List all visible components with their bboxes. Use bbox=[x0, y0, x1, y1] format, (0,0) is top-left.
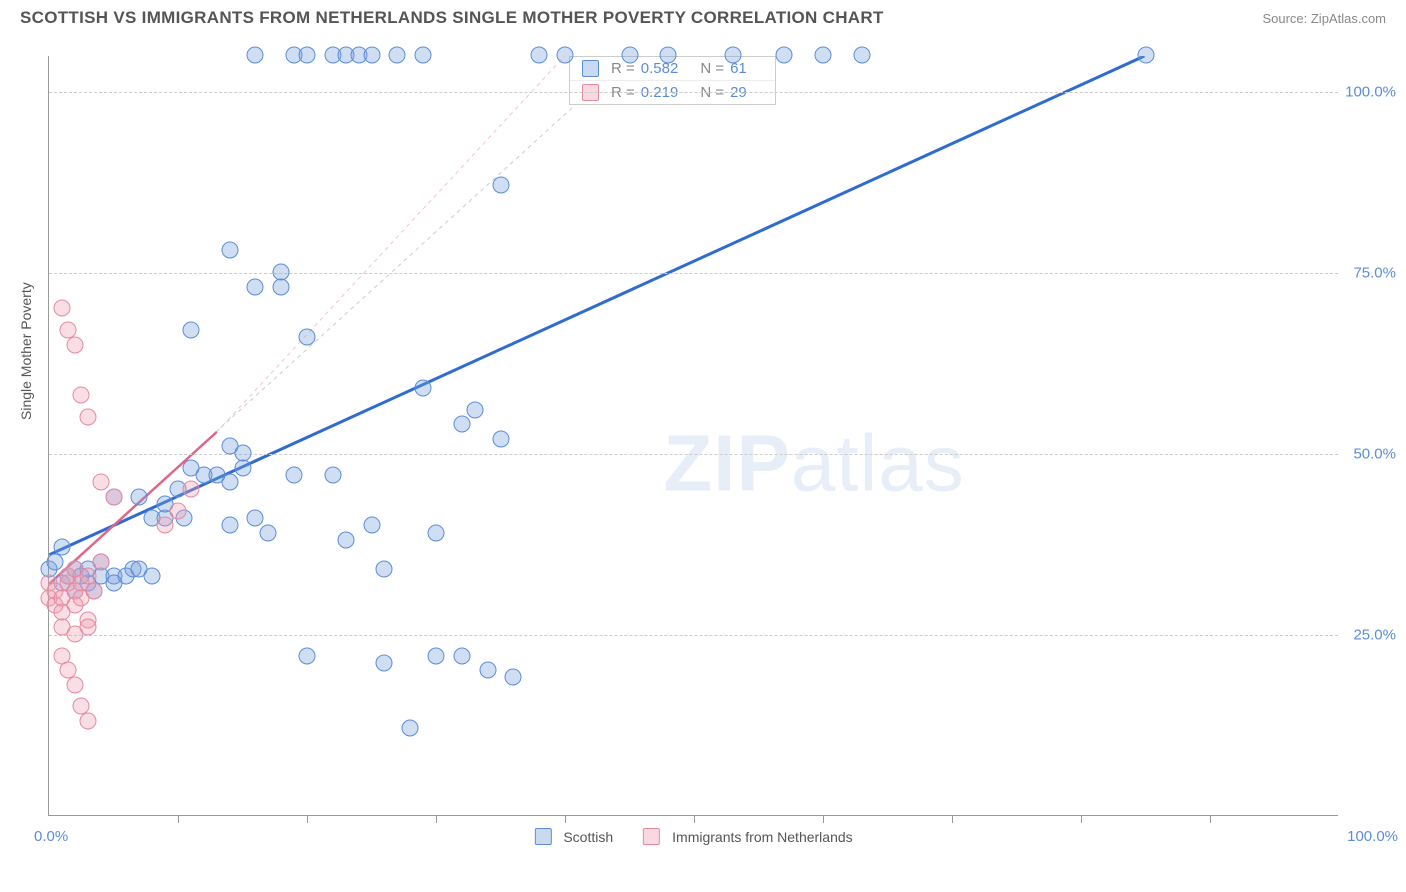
scatter-point bbox=[776, 47, 793, 64]
source-label: Source: ZipAtlas.com bbox=[1262, 11, 1386, 26]
gridline bbox=[49, 92, 1338, 93]
scatter-point bbox=[92, 474, 109, 491]
scatter-point bbox=[1137, 47, 1154, 64]
scatter-point bbox=[402, 720, 419, 737]
x-tick bbox=[952, 815, 953, 823]
scatter-point bbox=[415, 379, 432, 396]
scatter-point bbox=[531, 47, 548, 64]
scatter-point bbox=[363, 517, 380, 534]
scatter-point bbox=[79, 712, 96, 729]
y-tick-label: 50.0% bbox=[1353, 446, 1396, 463]
scatter-point bbox=[466, 401, 483, 418]
scatter-point bbox=[505, 669, 522, 686]
x-tick bbox=[1210, 815, 1211, 823]
scatter-point bbox=[273, 278, 290, 295]
scatter-point bbox=[376, 655, 393, 672]
scatter-point bbox=[428, 524, 445, 541]
scatter-point bbox=[131, 488, 148, 505]
x-tick bbox=[178, 815, 179, 823]
scatter-point bbox=[299, 47, 316, 64]
scatter-point bbox=[621, 47, 638, 64]
scatter-point bbox=[234, 445, 251, 462]
legend-item-immigrants: Immigrants from Netherlands bbox=[643, 828, 853, 845]
y-tick-label: 25.0% bbox=[1353, 627, 1396, 644]
scatter-point bbox=[221, 242, 238, 259]
gridline bbox=[49, 635, 1338, 636]
scatter-point bbox=[299, 647, 316, 664]
scatter-point bbox=[428, 647, 445, 664]
scatter-point bbox=[453, 416, 470, 433]
scatter-point bbox=[389, 47, 406, 64]
scatter-point bbox=[247, 510, 264, 527]
scatter-point bbox=[79, 618, 96, 635]
scatter-point bbox=[221, 474, 238, 491]
scatter-point bbox=[660, 47, 677, 64]
x-tick bbox=[436, 815, 437, 823]
scatter-point bbox=[492, 177, 509, 194]
scatter-point bbox=[47, 553, 64, 570]
x-tick bbox=[823, 815, 824, 823]
y-tick-label: 75.0% bbox=[1353, 265, 1396, 282]
legend-item-scottish: Scottish bbox=[534, 828, 613, 845]
scatter-point bbox=[66, 676, 83, 693]
scatter-point bbox=[557, 47, 574, 64]
legend-label-scottish: Scottish bbox=[563, 829, 613, 845]
scatter-point bbox=[724, 47, 741, 64]
x-tick bbox=[1081, 815, 1082, 823]
scatter-point bbox=[182, 322, 199, 339]
scatter-point bbox=[66, 336, 83, 353]
trendlines-svg bbox=[49, 56, 1338, 815]
scatter-point bbox=[144, 568, 161, 585]
stats-legend-box: R = 0.582 N = 61 R = 0.219 N = 29 bbox=[569, 56, 776, 105]
scatter-point bbox=[73, 387, 90, 404]
bottom-legend: Scottish Immigrants from Netherlands bbox=[534, 828, 852, 845]
scatter-point bbox=[260, 524, 277, 541]
scatter-point bbox=[415, 47, 432, 64]
scatter-point bbox=[324, 466, 341, 483]
scatter-point bbox=[479, 662, 496, 679]
swatch-pink-icon bbox=[643, 828, 660, 845]
scatter-point bbox=[92, 553, 109, 570]
scatter-point bbox=[492, 430, 509, 447]
scatter-point bbox=[453, 647, 470, 664]
scatter-point bbox=[853, 47, 870, 64]
scatter-point bbox=[170, 503, 187, 520]
r-value-scottish: 0.582 bbox=[641, 60, 679, 77]
scatter-point bbox=[79, 408, 96, 425]
swatch-blue-icon bbox=[534, 828, 551, 845]
legend-label-immigrants: Immigrants from Netherlands bbox=[672, 829, 853, 845]
scatter-point bbox=[337, 531, 354, 548]
scatter-point bbox=[182, 481, 199, 498]
gridline bbox=[49, 273, 1338, 274]
scatter-point bbox=[376, 560, 393, 577]
scatter-point bbox=[247, 278, 264, 295]
chart-plot-area: ZIPatlas R = 0.582 N = 61 R = 0.219 N = … bbox=[48, 56, 1338, 816]
scatter-point bbox=[53, 539, 70, 556]
x-tick-0: 0.0% bbox=[34, 828, 68, 845]
x-tick bbox=[307, 815, 308, 823]
scatter-point bbox=[157, 517, 174, 534]
x-tick bbox=[694, 815, 695, 823]
swatch-blue-icon bbox=[582, 60, 599, 77]
scatter-point bbox=[247, 47, 264, 64]
scatter-point bbox=[286, 466, 303, 483]
scatter-point bbox=[221, 517, 238, 534]
scatter-point bbox=[363, 47, 380, 64]
scatter-point bbox=[234, 459, 251, 476]
scatter-point bbox=[815, 47, 832, 64]
scatter-point bbox=[53, 300, 70, 317]
x-tick-100: 100.0% bbox=[1347, 828, 1398, 845]
y-tick-label: 100.0% bbox=[1345, 84, 1396, 101]
scatter-point bbox=[299, 329, 316, 346]
x-tick bbox=[565, 815, 566, 823]
n-label: N = bbox=[700, 60, 724, 77]
scatter-point bbox=[105, 488, 122, 505]
watermark: ZIPatlas bbox=[663, 417, 964, 509]
chart-title: SCOTTISH VS IMMIGRANTS FROM NETHERLANDS … bbox=[20, 8, 884, 28]
scatter-point bbox=[86, 582, 103, 599]
y-axis-label: Single Mother Poverty bbox=[18, 282, 34, 420]
